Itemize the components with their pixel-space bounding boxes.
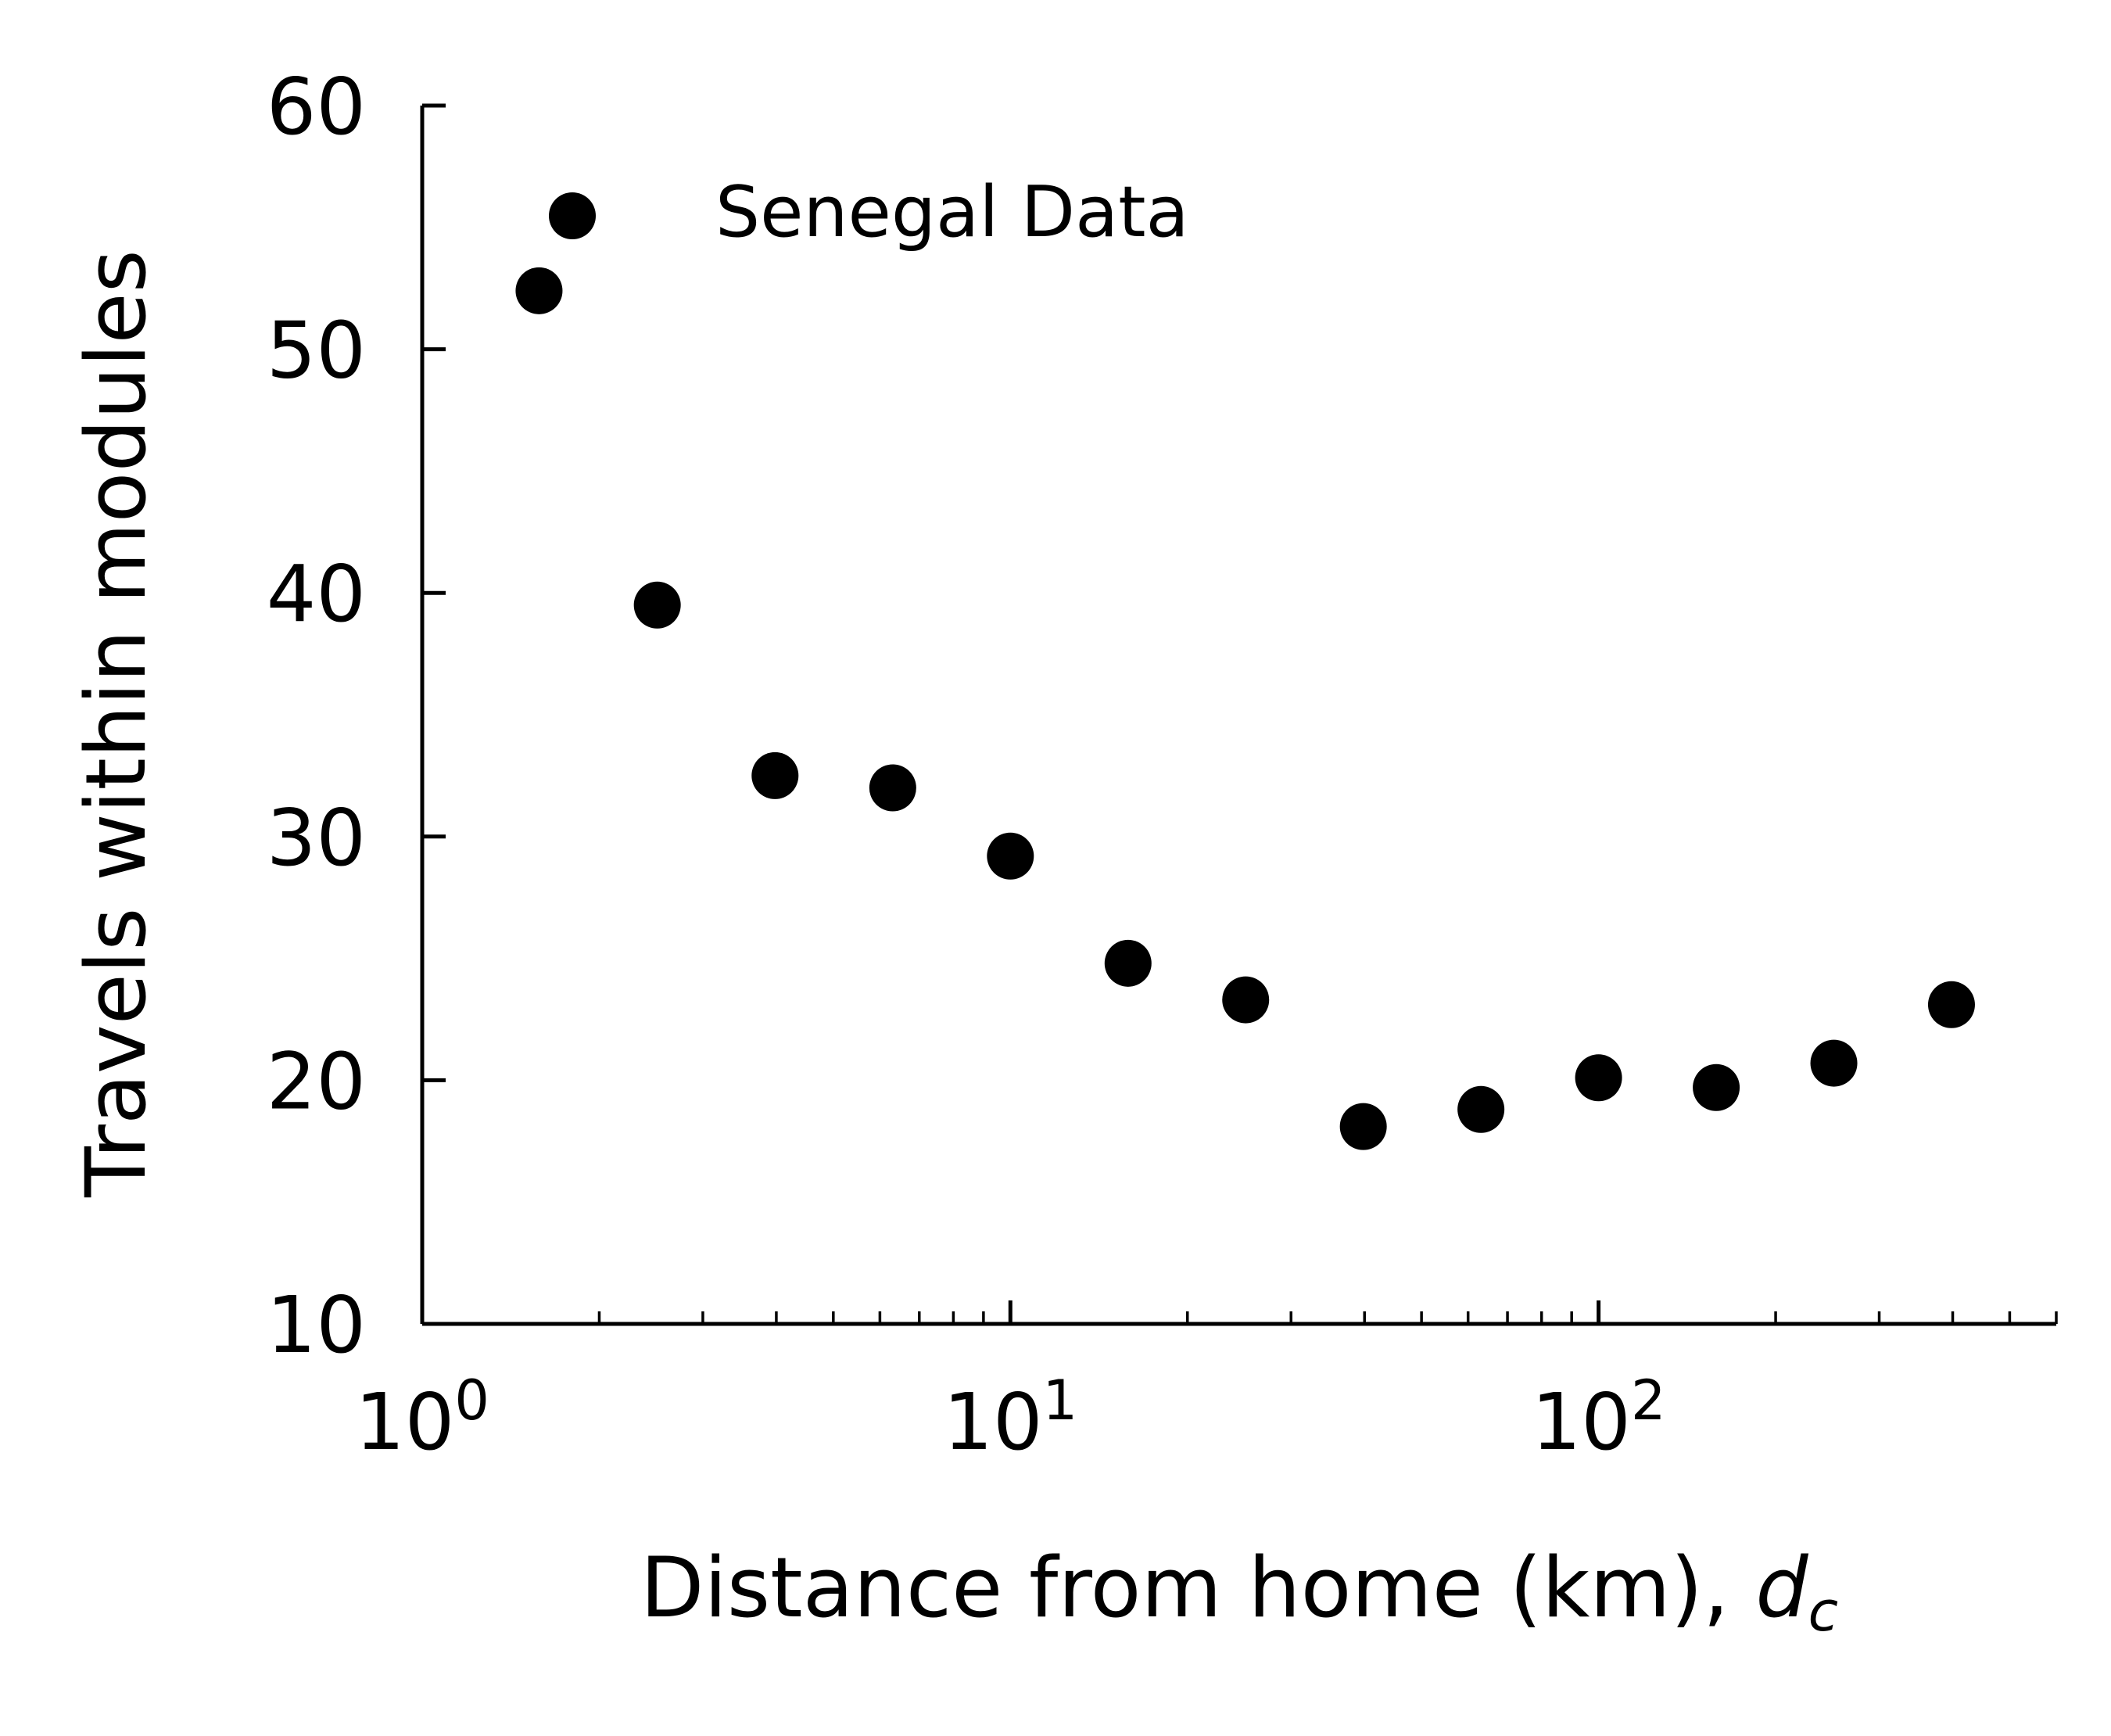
data-point: [1104, 939, 1152, 987]
y-tick-label: 50: [267, 305, 366, 396]
tick-labels: 10 20 30 40 50 60 100 101 102: [267, 61, 1666, 1468]
x-tick-label: 102: [1532, 1368, 1666, 1468]
legend: Senegal Data: [549, 171, 1189, 253]
x-axis-label-subscript: c: [1808, 1580, 1839, 1644]
legend-marker: [549, 192, 596, 239]
y-tick-label: 10: [267, 1279, 366, 1371]
data-point: [633, 581, 681, 629]
axes: [420, 106, 2056, 1326]
data-point: [1575, 1054, 1622, 1102]
data-point: [515, 267, 563, 314]
data-point: [1693, 1063, 1740, 1111]
x-axis-label: Distance from home (km), dc: [640, 1540, 1838, 1644]
data-point: [869, 764, 916, 812]
data-point: [751, 751, 799, 799]
y-tick-label: 60: [267, 61, 366, 152]
y-tick-label: 20: [267, 1035, 366, 1127]
x-tick-label: 100: [355, 1368, 489, 1468]
x-axis-label-main: Distance from home (km),: [640, 1540, 1756, 1636]
y-tick-label: 40: [267, 548, 366, 640]
data-point: [1927, 981, 1975, 1028]
data-point: [1810, 1039, 1858, 1087]
x-axis-label-variable: d: [1755, 1540, 1808, 1636]
legend-label: Senegal Data: [715, 171, 1189, 253]
y-tick-label: 30: [267, 792, 366, 884]
data-point: [1222, 976, 1270, 1024]
y-axis-label: Travels within modules: [68, 249, 164, 1198]
data-point: [1339, 1103, 1387, 1150]
data-point: [987, 832, 1034, 880]
data-points: [515, 267, 1975, 1150]
x-tick-label: 101: [943, 1368, 1077, 1468]
tick-marks: [420, 103, 2058, 1326]
data-point: [1457, 1085, 1505, 1133]
